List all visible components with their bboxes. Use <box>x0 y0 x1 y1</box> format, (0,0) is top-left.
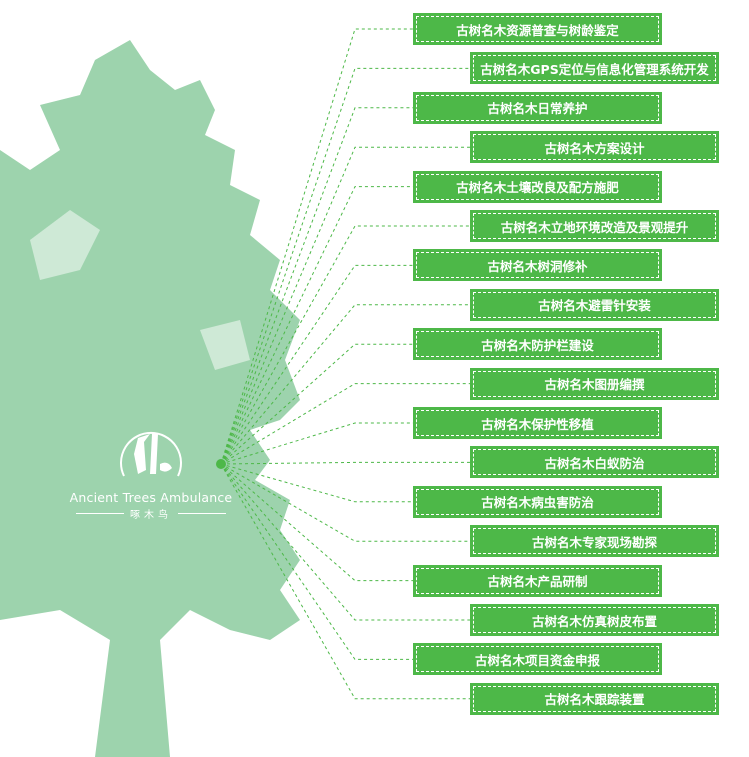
service-label: 古树名木仿真树皮布置 <box>473 607 716 633</box>
service-box: 古树名木产品研制 <box>413 564 662 597</box>
service-label: 古树名木方案设计 <box>473 134 716 161</box>
service-box: 古树名木仿真树皮布置 <box>470 604 719 636</box>
service-label: 古树名木立地环境改造及景观提升 <box>473 213 716 239</box>
woodpecker-icon <box>120 432 182 477</box>
service-box: 古树名木树洞修补 <box>413 249 662 282</box>
service-label: 古树名木病虫害防治 <box>416 488 659 515</box>
service-box: 古树名木白蚁防治 <box>470 446 719 479</box>
connector-line <box>220 28 413 465</box>
connector-line <box>220 422 413 465</box>
connector-line <box>220 463 413 582</box>
service-box: 古树名木土壤改良及配方施肥 <box>413 170 662 203</box>
service-box: 古树名木项目资金申报 <box>413 643 662 676</box>
service-label: 古树名木日常养护 <box>416 94 659 121</box>
service-box: 古树名木避雷针安装 <box>470 288 719 321</box>
service-label: 古树名木避雷针安装 <box>473 291 716 318</box>
service-label: 古树名木树洞修补 <box>416 252 659 279</box>
service-box: 古树名木跟踪装置 <box>470 682 719 715</box>
service-box: 古树名木保护性移植 <box>413 407 662 439</box>
service-box: 古树名木日常养护 <box>413 91 662 124</box>
connector-line <box>220 463 470 621</box>
service-box: 古树名木病虫害防治 <box>413 485 662 518</box>
connector-line <box>220 461 470 465</box>
service-box: 古树名木专家现场勘探 <box>470 525 719 558</box>
service-box: 古树名木GPS定位与信息化管理系统开发 <box>470 52 719 85</box>
service-label: 古树名木跟踪装置 <box>473 685 716 712</box>
service-label: 古树名木资源普查与树龄鉴定 <box>416 16 659 42</box>
logo-english: Ancient Trees Ambulance <box>69 490 233 505</box>
service-box: 古树名木图册编撰 <box>470 367 719 400</box>
service-label: 古树名木保护性移植 <box>416 410 659 436</box>
service-label: 古树名木白蚁防治 <box>473 449 716 476</box>
service-label: 古树名木图册编撰 <box>473 370 716 397</box>
connector-line <box>220 463 413 660</box>
service-label: 古树名木产品研制 <box>416 567 659 594</box>
service-label: 古树名木项目资金申报 <box>416 646 659 673</box>
connector-line <box>220 264 413 465</box>
service-box: 古树名木资源普查与树龄鉴定 <box>413 13 662 45</box>
connector-line <box>220 304 470 465</box>
connector-line <box>220 186 413 465</box>
connector-line <box>220 67 470 465</box>
connector-line <box>220 225 470 465</box>
connector-line <box>220 107 413 465</box>
service-label: 古树名木土壤改良及配方施肥 <box>416 173 659 200</box>
service-label: 古树名木专家现场勘探 <box>473 528 716 555</box>
connector-line <box>220 343 413 465</box>
service-box: 古树名木方案设计 <box>470 131 719 164</box>
hub-point <box>216 459 226 469</box>
connector-line <box>220 463 470 700</box>
connector-line <box>220 463 413 503</box>
service-label: 古树名木防护栏建设 <box>416 331 659 358</box>
connector-lines <box>220 28 470 700</box>
connector-line <box>220 383 470 465</box>
service-box: 古树名木立地环境改造及景观提升 <box>470 210 719 242</box>
logo: Ancient Trees Ambulance 啄木鸟 <box>66 424 236 521</box>
logo-chinese: 啄木鸟 <box>130 510 172 521</box>
service-box: 古树名木防护栏建设 <box>413 328 662 361</box>
connector-line <box>220 146 470 465</box>
service-label: 古树名木GPS定位与信息化管理系统开发 <box>473 55 716 82</box>
